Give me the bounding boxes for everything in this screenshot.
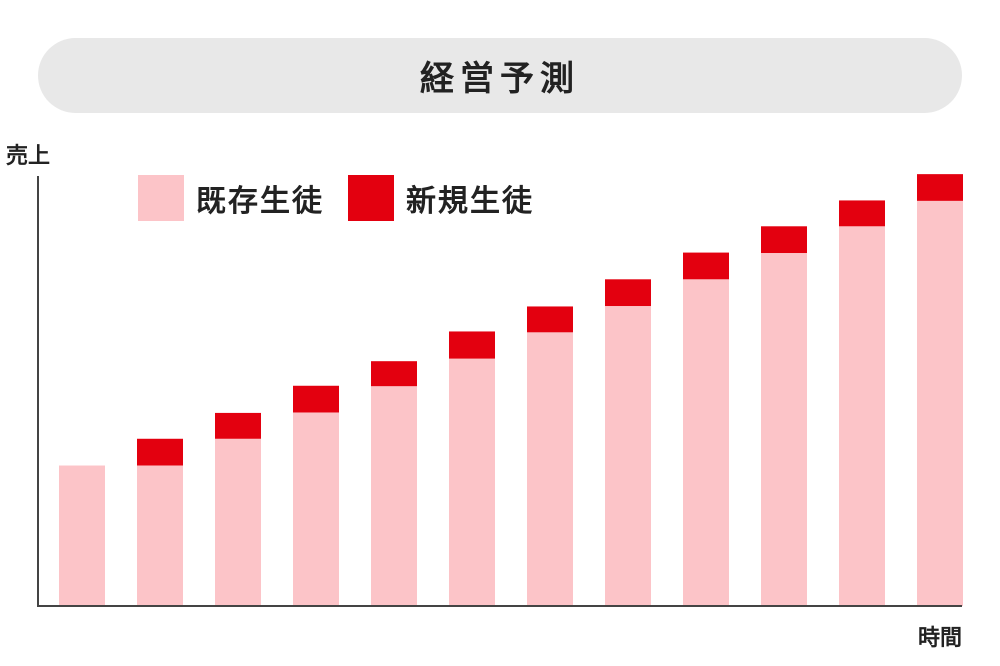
bar-new-9 xyxy=(683,252,729,280)
bar-new-8 xyxy=(605,279,651,307)
legend-label-new: 新規生徒 xyxy=(406,184,534,219)
bar-existing-10 xyxy=(761,253,807,607)
bar-existing-5 xyxy=(371,386,417,606)
legend-item-existing: 既存生徒 xyxy=(138,175,324,221)
bar-new-7 xyxy=(527,306,573,333)
bar-existing-4 xyxy=(293,412,339,606)
bar-existing-8 xyxy=(605,306,651,606)
legend-label-existing: 既存生徒 xyxy=(196,184,324,219)
bar-new-4 xyxy=(293,385,339,413)
bar-new-6 xyxy=(449,331,495,359)
chart-title: 経営予測 xyxy=(420,59,580,99)
bar-existing-12 xyxy=(917,200,963,607)
bar-existing-2 xyxy=(137,465,183,606)
bar-existing-1 xyxy=(59,465,105,606)
bar-existing-3 xyxy=(215,438,261,606)
chart-legend: 既存生徒 新規生徒 xyxy=(138,175,558,221)
bar-existing-11 xyxy=(839,226,885,606)
bar-new-11 xyxy=(839,200,885,227)
bar-existing-7 xyxy=(527,332,573,606)
legend-swatch-new xyxy=(348,175,394,221)
bar-new-2 xyxy=(137,438,183,466)
y-axis-label: 売上 xyxy=(6,144,51,169)
bar-new-5 xyxy=(371,361,417,387)
bar-existing-6 xyxy=(449,358,495,606)
bar-new-12 xyxy=(917,174,963,201)
legend-swatch-existing xyxy=(138,175,184,221)
x-axis-label: 時間 xyxy=(917,626,962,651)
chart-title-banner: 経営予測 xyxy=(38,38,962,113)
legend-item-new: 新規生徒 xyxy=(348,175,534,221)
bar-existing-9 xyxy=(683,279,729,606)
bar-new-3 xyxy=(215,412,261,439)
bar-new-10 xyxy=(761,226,807,254)
